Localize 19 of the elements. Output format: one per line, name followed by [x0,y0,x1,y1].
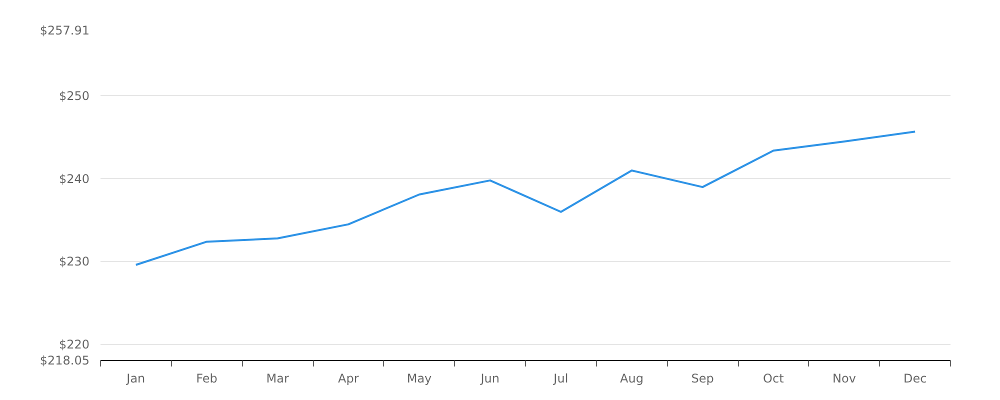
x-tick-label: Jun [480,372,500,386]
x-tick-label: Jan [126,372,146,386]
x-tick-label: Nov [832,372,856,386]
y-tick-label: $218.05 [40,354,90,368]
y-tick-label: $240 [58,172,90,186]
y-tick-label: $250 [58,88,90,103]
y-tick-label: $230 [58,254,90,269]
x-tick-label: Feb [196,372,218,386]
x-tick-label: Oct [763,372,784,386]
line-series [134,130,916,266]
x-tick-label: Jul [552,372,568,386]
x-tick-label: May [406,372,432,386]
x-tick-label: Sep [691,372,714,386]
x-tick-label: Aug [620,372,644,386]
x-tick-label: Mar [266,372,289,386]
y-tick-label: $257.91 [40,24,90,38]
y-tick-label: $220 [58,337,90,352]
x-tick-label: Dec [903,372,927,386]
x-tick-label: Apr [338,372,359,386]
